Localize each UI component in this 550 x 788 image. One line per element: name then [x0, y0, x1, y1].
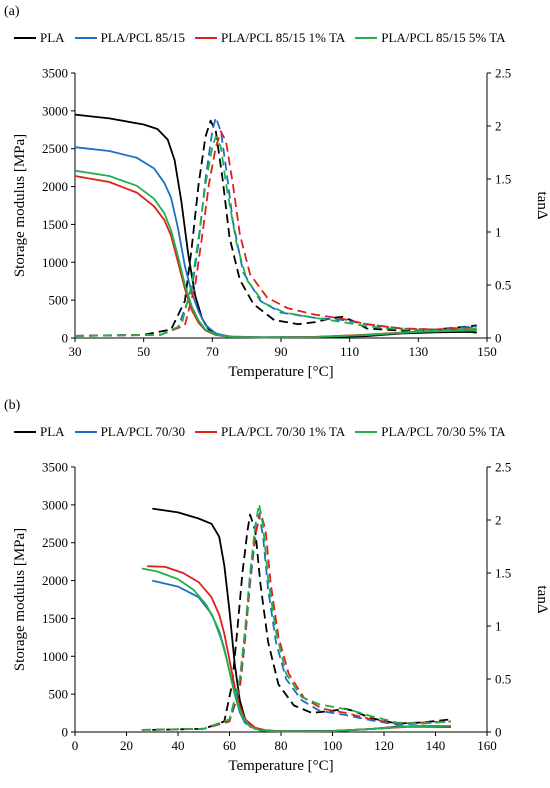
- x-tick-label: 100: [323, 738, 343, 753]
- legend-label: PLA/PCL 85/15 5% TA: [381, 30, 506, 45]
- tan-delta-line-series-2: [141, 513, 451, 731]
- legend-label: PLA: [40, 424, 65, 439]
- legend-swatch: [355, 37, 378, 39]
- y2-tick-label: 1.5: [495, 172, 511, 187]
- y-tick-label: 500: [49, 293, 69, 308]
- y2-tick-label: 2: [495, 513, 502, 528]
- legend-swatch: [194, 431, 217, 433]
- chart-panel-a: (a) PLA PLA/PCL 85/15 PLA/PCL 85/15 1% T…: [4, 4, 550, 381]
- modulus-line-series-3: [147, 565, 451, 733]
- modulus-line-series-2: [152, 579, 451, 733]
- legend-item: PLA/PCL 70/30 1% TA: [194, 424, 346, 440]
- x-tick-label: 30: [69, 344, 82, 359]
- x-axis-title: Temperature [°C]: [228, 758, 333, 774]
- y2-axis-title: tanΔ: [534, 192, 550, 220]
- tan-delta-line-series-1: [74, 119, 477, 337]
- chart-legend: PLA PLA/PCL 70/30 PLA/PCL 70/30 1% TA PL…: [14, 424, 506, 440]
- y-tick-label: 0: [62, 725, 69, 740]
- y-tick-label: 1000: [42, 649, 68, 664]
- tan-delta-line-series-3: [74, 130, 477, 337]
- x-tick-label: 20: [120, 738, 133, 753]
- x-tick-label: 60: [223, 738, 236, 753]
- legend-item: PLA/PCL 85/15 5% TA: [355, 30, 506, 46]
- y-tick-label: 2500: [42, 535, 68, 550]
- y2-tick-label: 1: [495, 225, 502, 240]
- x-tick-label: 150: [477, 344, 497, 359]
- x-axis-title: Temperature [°C]: [228, 364, 333, 380]
- chart-plot-b: 0 20 40 60 80 100 120 140 1600500100015002000250…: [12, 460, 550, 775]
- modulus-line-series-3: [74, 175, 477, 339]
- y2-tick-label: 2.5: [495, 460, 511, 475]
- tan-delta-line-series-3: [141, 510, 451, 731]
- x-tick-label: 90: [275, 344, 288, 359]
- legend-item: PLA/PCL 85/15 1% TA: [194, 30, 346, 46]
- legend-swatch: [74, 37, 97, 39]
- x-tick-label: 0: [72, 738, 79, 753]
- y2-axis-title: tanΔ: [534, 586, 550, 614]
- y2-tick-label: 1.5: [495, 566, 511, 581]
- x-tick-label: 40: [172, 738, 185, 753]
- y2-tick-label: 2: [495, 119, 502, 134]
- x-tick-label: 120: [374, 738, 394, 753]
- legend-item: PLA: [14, 30, 65, 46]
- tan-delta-line-series-2: [74, 116, 477, 337]
- y-tick-label: 3500: [42, 66, 68, 81]
- y2-tick-label: 2.5: [495, 66, 511, 81]
- panel-label: (b): [4, 398, 21, 413]
- y-tick-label: 1500: [42, 611, 68, 626]
- modulus-line-series-1: [74, 113, 477, 339]
- legend-swatch: [74, 431, 97, 433]
- x-tick-label: 130: [409, 344, 429, 359]
- x-tick-label: 160: [477, 738, 497, 753]
- chart-legend: PLA PLA/PCL 85/15 PLA/PCL 85/15 1% TA PL…: [14, 30, 506, 46]
- y-axis-title: Storage modulus [MPa]: [12, 134, 28, 277]
- legend-label: PLA/PCL 70/30 5% TA: [381, 424, 506, 439]
- legend-label: PLA/PCL 70/30: [100, 424, 185, 439]
- y-tick-label: 2000: [42, 179, 68, 194]
- x-tick-label: 50: [137, 344, 150, 359]
- x-tick-label: 110: [340, 344, 359, 359]
- y2-tick-label: 0.5: [495, 672, 511, 687]
- legend-item: PLA: [14, 424, 65, 440]
- x-tick-label: 140: [426, 738, 446, 753]
- y2-tick-label: 0.5: [495, 278, 511, 293]
- y-tick-label: 3500: [42, 460, 68, 475]
- y2-tick-label: 0: [495, 725, 502, 740]
- tan-delta-line-series-4: [74, 135, 477, 337]
- legend-item: PLA/PCL 70/30: [74, 424, 185, 440]
- legend-label: PLA/PCL 85/15: [100, 30, 185, 45]
- chart-plot-a: 30 50 70 90 110 130 15005001000150020002500300…: [12, 66, 550, 381]
- y2-tick-label: 0: [495, 331, 502, 346]
- y-tick-label: 3000: [42, 103, 68, 118]
- y2-tick-label: 1: [495, 619, 502, 634]
- x-tick-label: 80: [275, 738, 288, 753]
- y-tick-label: 1000: [42, 255, 68, 270]
- tan-delta-line-series-1: [152, 513, 452, 731]
- y-tick-label: 2000: [42, 573, 68, 588]
- y-tick-label: 0: [62, 331, 69, 346]
- legend-label: PLA/PCL 85/15 1% TA: [220, 30, 346, 45]
- x-tick-label: 70: [206, 344, 219, 359]
- tan-delta-line-series-4: [141, 503, 451, 731]
- modulus-line-series-4: [74, 169, 477, 339]
- legend-label: PLA: [40, 30, 65, 45]
- y-tick-label: 2500: [42, 141, 68, 156]
- y-tick-label: 500: [49, 687, 69, 702]
- y-tick-label: 1500: [42, 217, 68, 232]
- y-tick-label: 3000: [42, 497, 68, 512]
- legend-label: PLA/PCL 70/30 1% TA: [220, 424, 346, 439]
- panel-label: (a): [4, 4, 20, 19]
- legend-swatch: [14, 431, 36, 433]
- legend-item: PLA/PCL 85/15: [74, 30, 185, 46]
- legend-item: PLA/PCL 70/30 5% TA: [355, 424, 506, 440]
- legend-swatch: [14, 37, 36, 39]
- modulus-line-series-4: [141, 567, 451, 733]
- chart-panel-b: (b) PLA PLA/PCL 70/30 PLA/PCL 70/30 1% T…: [0, 394, 550, 788]
- y-axis-title: Storage modulus [MPa]: [12, 528, 28, 671]
- legend-swatch: [194, 37, 217, 39]
- legend-swatch: [355, 431, 378, 433]
